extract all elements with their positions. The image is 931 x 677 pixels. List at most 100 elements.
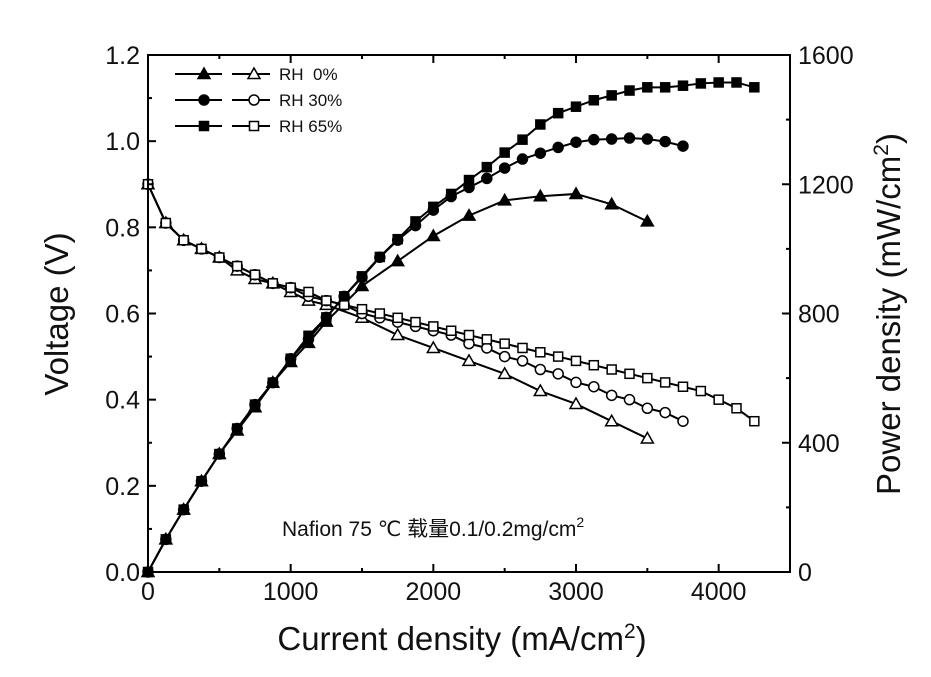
power-point-rh-30 xyxy=(607,134,617,144)
x-tick-label: 0 xyxy=(141,578,155,606)
power-point-rh-65 xyxy=(696,79,705,88)
power-point-rh-65 xyxy=(750,83,759,92)
power-point-rh-65 xyxy=(197,477,206,486)
voltage-point-rh-65 xyxy=(750,417,759,426)
voltage-point-rh-30 xyxy=(625,395,635,405)
power-point-rh-65 xyxy=(251,400,260,409)
voltage-point-rh-65 xyxy=(340,300,349,309)
voltage-point-rh-65 xyxy=(304,287,313,296)
voltage-point-rh-65 xyxy=(375,309,384,318)
voltage-point-rh-65 xyxy=(518,343,527,352)
power-point-rh-65 xyxy=(179,505,188,514)
power-point-rh-30 xyxy=(553,142,563,152)
voltage-point-rh-65 xyxy=(679,382,688,391)
voltage-point-rh-65 xyxy=(447,326,456,335)
y2-tick-label: 400 xyxy=(798,430,840,458)
voltage-point-rh-65 xyxy=(233,262,242,271)
voltage-point-rh-65 xyxy=(358,305,367,314)
voltage-point-rh-30 xyxy=(500,352,510,362)
power-point-rh-65 xyxy=(322,313,331,322)
voltage-point-rh-65 xyxy=(643,374,652,383)
voltage-point-rh-65 xyxy=(536,348,545,357)
voltage-point-rh-65 xyxy=(625,369,634,378)
y2-tick-label: 1200 xyxy=(798,171,854,199)
power-point-rh-65 xyxy=(304,331,313,340)
x-tick-label: 2000 xyxy=(406,578,462,606)
power-point-rh-65 xyxy=(607,91,616,100)
y-tick-label: 1.0 xyxy=(105,128,140,156)
power-point-rh-65 xyxy=(500,148,509,157)
voltage-point-rh-30 xyxy=(553,369,563,379)
power-point-rh-65 xyxy=(679,81,688,90)
voltage-point-rh-65 xyxy=(500,339,509,348)
y-tick-label: 0.0 xyxy=(105,559,140,587)
power-point-rh-30 xyxy=(625,133,635,143)
voltage-point-rh-65 xyxy=(732,404,741,413)
power-point-rh-65 xyxy=(536,120,545,129)
voltage-point-rh-65 xyxy=(589,361,598,370)
voltage-point-rh-65 xyxy=(251,270,260,279)
y-tick-label: 0.4 xyxy=(105,387,140,415)
power-point-rh-65 xyxy=(358,272,367,281)
voltage-point-rh-65 xyxy=(268,279,277,288)
x-axis-title: Current density (mA/cm2) xyxy=(277,620,646,657)
legend-marker-filled xyxy=(200,122,209,131)
y2-tick-label: 1600 xyxy=(798,42,854,70)
voltage-point-rh-65 xyxy=(393,313,402,322)
power-point-rh-30 xyxy=(678,141,688,151)
power-point-rh-65 xyxy=(661,83,670,92)
voltage-point-rh-65 xyxy=(572,356,581,365)
power-point-rh-30 xyxy=(660,137,670,147)
power-point-rh-30 xyxy=(518,154,528,164)
voltage-point-rh-65 xyxy=(215,253,224,262)
power-point-rh-30 xyxy=(571,137,581,147)
y-axis-title: Voltage (V) xyxy=(38,232,75,395)
power-point-rh-65 xyxy=(375,252,384,261)
power-point-rh-65 xyxy=(340,292,349,301)
voltage-point-rh-65 xyxy=(607,365,616,374)
power-point-rh-65 xyxy=(518,135,527,144)
power-point-rh-65 xyxy=(161,535,170,544)
voltage-point-rh-65 xyxy=(696,387,705,396)
power-point-rh-30 xyxy=(500,163,510,173)
legend: RH 0%RH 30%RH 65% xyxy=(175,65,342,136)
voltage-point-rh-65 xyxy=(661,378,670,387)
voltage-point-rh-30 xyxy=(589,382,599,392)
power-point-rh-65 xyxy=(482,163,491,172)
voltage-point-rh-30 xyxy=(607,390,617,400)
legend-label: RH 65% xyxy=(279,117,342,136)
voltage-point-rh-30 xyxy=(642,403,652,413)
power-point-rh-30 xyxy=(642,134,652,144)
power-point-rh-30 xyxy=(482,173,492,183)
power-point-rh-65 xyxy=(732,78,741,87)
voltage-point-rh-65 xyxy=(429,322,438,331)
power-point-rh-65 xyxy=(215,450,224,459)
voltage-point-rh-30 xyxy=(678,416,688,426)
voltage-point-rh-65 xyxy=(714,395,723,404)
voltage-point-rh-30 xyxy=(660,408,670,418)
power-point-rh-65 xyxy=(643,83,652,92)
power-point-rh-65 xyxy=(233,424,242,433)
legend-marker-open xyxy=(249,95,259,105)
voltage-point-rh-65 xyxy=(465,331,474,340)
legend-label: RH 30% xyxy=(279,91,342,110)
y2-tick-label: 0 xyxy=(798,559,812,587)
power-point-rh-65 xyxy=(411,217,420,226)
y2-axis-title: Power density (mW/cm2) xyxy=(870,133,907,495)
power-point-rh-65 xyxy=(286,354,295,363)
voltage-point-rh-65 xyxy=(286,283,295,292)
chart-annotation: Nafion 75 ℃ 载量0.1/0.2mg/cm2 xyxy=(282,514,584,541)
power-point-rh-65 xyxy=(393,235,402,244)
power-point-rh-65 xyxy=(589,96,598,105)
power-point-rh-65 xyxy=(572,102,581,111)
voltage-point-rh-30 xyxy=(518,356,528,366)
voltage-point-rh-65 xyxy=(322,296,331,305)
voltage-point-rh-30 xyxy=(535,365,545,375)
power-point-rh-65 xyxy=(714,78,723,87)
voltage-point-rh-65 xyxy=(197,244,206,253)
power-point-rh-65 xyxy=(268,378,277,387)
y-tick-label: 1.2 xyxy=(105,42,140,70)
voltage-point-rh-65 xyxy=(179,236,188,245)
legend-marker-filled xyxy=(199,95,209,105)
